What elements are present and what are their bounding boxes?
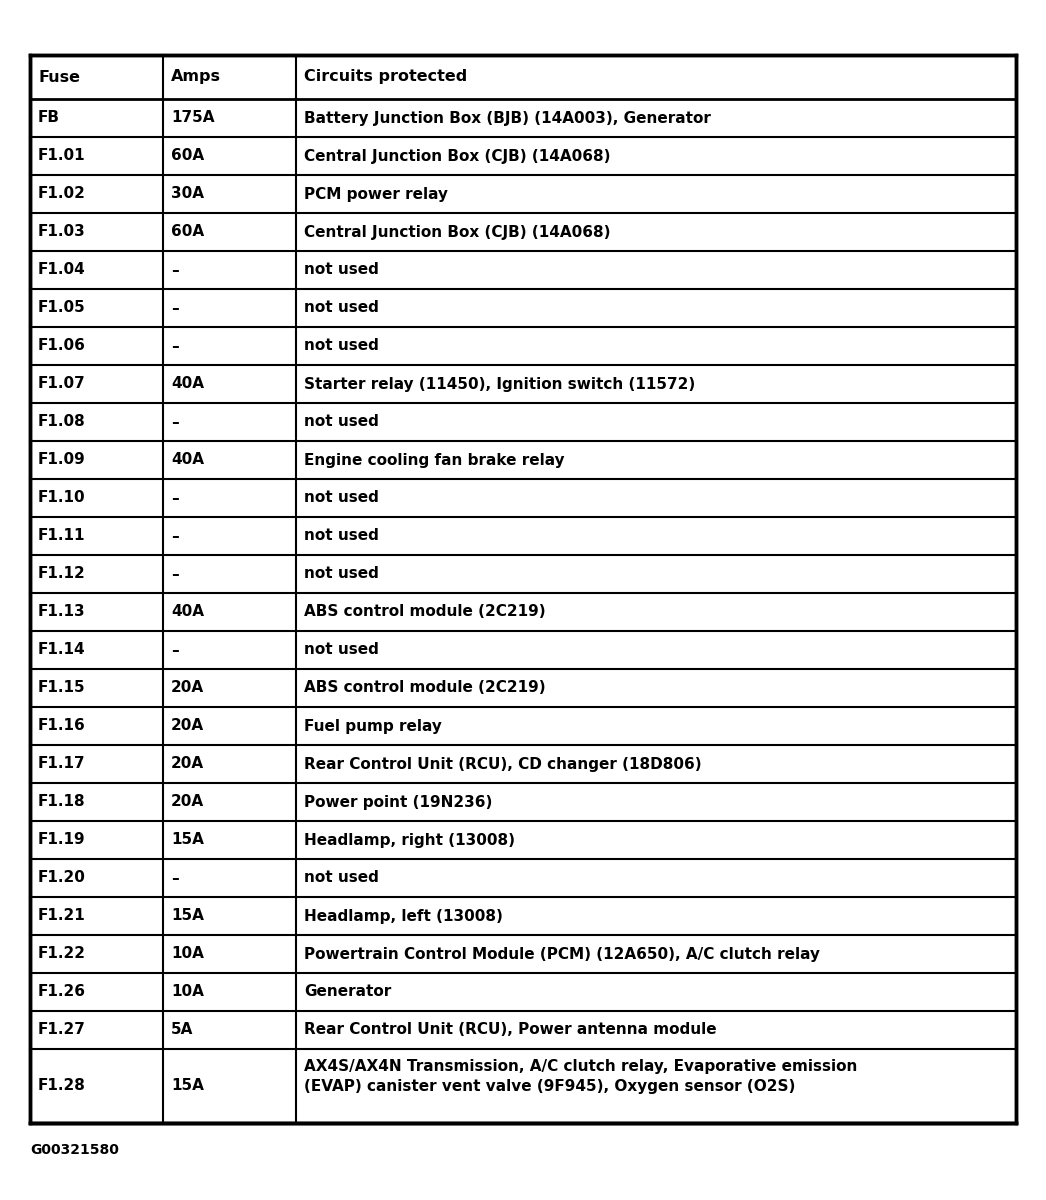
Text: Amps: Amps bbox=[170, 70, 221, 84]
Text: 175A: 175A bbox=[170, 110, 214, 126]
Text: –: – bbox=[170, 338, 179, 354]
Text: F1.04: F1.04 bbox=[38, 263, 86, 277]
Text: 15A: 15A bbox=[170, 908, 204, 924]
Text: not used: not used bbox=[304, 263, 379, 277]
Text: Headlamp, left (13008): Headlamp, left (13008) bbox=[304, 908, 503, 924]
Text: 40A: 40A bbox=[170, 605, 204, 619]
Text: F1.01: F1.01 bbox=[38, 149, 86, 163]
Text: F1.15: F1.15 bbox=[38, 680, 86, 696]
Text: AX4S/AX4N Transmission, A/C clutch relay, Evaporative emission
(EVAP) canister v: AX4S/AX4N Transmission, A/C clutch relay… bbox=[304, 1058, 858, 1094]
Text: F1.11: F1.11 bbox=[38, 528, 86, 544]
Text: not used: not used bbox=[304, 528, 379, 544]
Text: F1.05: F1.05 bbox=[38, 300, 86, 316]
Text: F1.19: F1.19 bbox=[38, 833, 86, 847]
Text: –: – bbox=[170, 528, 179, 544]
Text: –: – bbox=[170, 263, 179, 277]
Text: Battery Junction Box (BJB) (14A003), Generator: Battery Junction Box (BJB) (14A003), Gen… bbox=[304, 110, 711, 126]
Text: not used: not used bbox=[304, 491, 379, 505]
Text: F1.20: F1.20 bbox=[38, 870, 86, 886]
Text: F1.28: F1.28 bbox=[38, 1079, 86, 1093]
Text: Fuse: Fuse bbox=[38, 70, 79, 84]
Text: F1.16: F1.16 bbox=[38, 719, 86, 733]
Text: F1.07: F1.07 bbox=[38, 377, 86, 391]
Text: 10A: 10A bbox=[170, 947, 204, 961]
Text: –: – bbox=[170, 642, 179, 658]
Text: –: – bbox=[170, 870, 179, 886]
Text: Starter relay (11450), Ignition switch (11572): Starter relay (11450), Ignition switch (… bbox=[304, 377, 696, 391]
Text: F1.27: F1.27 bbox=[38, 1022, 86, 1038]
Text: 30A: 30A bbox=[170, 186, 204, 202]
Text: 40A: 40A bbox=[170, 452, 204, 468]
Text: 40A: 40A bbox=[170, 377, 204, 391]
Text: –: – bbox=[170, 491, 179, 505]
Text: F1.08: F1.08 bbox=[38, 414, 86, 430]
Text: 20A: 20A bbox=[170, 794, 204, 810]
Text: not used: not used bbox=[304, 870, 379, 886]
Text: –: – bbox=[170, 566, 179, 582]
Text: 15A: 15A bbox=[170, 1079, 204, 1093]
Text: Generator: Generator bbox=[304, 984, 391, 1000]
Text: Circuits protected: Circuits protected bbox=[304, 70, 468, 84]
Text: ABS control module (2C219): ABS control module (2C219) bbox=[304, 680, 546, 696]
Text: –: – bbox=[170, 414, 179, 430]
Text: FB: FB bbox=[38, 110, 60, 126]
Text: Rear Control Unit (RCU), CD changer (18D806): Rear Control Unit (RCU), CD changer (18D… bbox=[304, 756, 702, 772]
Text: Headlamp, right (13008): Headlamp, right (13008) bbox=[304, 833, 515, 847]
Text: 60A: 60A bbox=[170, 149, 204, 163]
Text: 20A: 20A bbox=[170, 719, 204, 733]
Text: not used: not used bbox=[304, 642, 379, 658]
Text: F1.10: F1.10 bbox=[38, 491, 86, 505]
Text: not used: not used bbox=[304, 300, 379, 316]
Text: F1.13: F1.13 bbox=[38, 605, 86, 619]
Text: 5A: 5A bbox=[170, 1022, 194, 1038]
Text: not used: not used bbox=[304, 338, 379, 354]
Text: G00321580: G00321580 bbox=[30, 1142, 119, 1157]
Text: Central Junction Box (CJB) (14A068): Central Junction Box (CJB) (14A068) bbox=[304, 224, 611, 240]
Text: Power point (19N236): Power point (19N236) bbox=[304, 794, 493, 810]
Text: F1.09: F1.09 bbox=[38, 452, 86, 468]
Text: Engine cooling fan brake relay: Engine cooling fan brake relay bbox=[304, 452, 565, 468]
Text: F1.26: F1.26 bbox=[38, 984, 86, 1000]
Text: F1.17: F1.17 bbox=[38, 756, 86, 772]
Text: not used: not used bbox=[304, 414, 379, 430]
Text: not used: not used bbox=[304, 566, 379, 582]
Text: ABS control module (2C219): ABS control module (2C219) bbox=[304, 605, 546, 619]
Text: F1.18: F1.18 bbox=[38, 794, 86, 810]
Text: 15A: 15A bbox=[170, 833, 204, 847]
Text: Central Junction Box (CJB) (14A068): Central Junction Box (CJB) (14A068) bbox=[304, 149, 611, 163]
Text: F1.12: F1.12 bbox=[38, 566, 86, 582]
Text: 20A: 20A bbox=[170, 756, 204, 772]
Text: F1.02: F1.02 bbox=[38, 186, 86, 202]
Text: F1.21: F1.21 bbox=[38, 908, 86, 924]
Text: Powertrain Control Module (PCM) (12A650), A/C clutch relay: Powertrain Control Module (PCM) (12A650)… bbox=[304, 947, 820, 961]
Text: PCM power relay: PCM power relay bbox=[304, 186, 448, 202]
Text: 10A: 10A bbox=[170, 984, 204, 1000]
Text: Rear Control Unit (RCU), Power antenna module: Rear Control Unit (RCU), Power antenna m… bbox=[304, 1022, 717, 1038]
Text: F1.06: F1.06 bbox=[38, 338, 86, 354]
Text: F1.14: F1.14 bbox=[38, 642, 86, 658]
Text: F1.22: F1.22 bbox=[38, 947, 86, 961]
Text: Fuel pump relay: Fuel pump relay bbox=[304, 719, 441, 733]
Text: 60A: 60A bbox=[170, 224, 204, 240]
Text: –: – bbox=[170, 300, 179, 316]
Text: F1.03: F1.03 bbox=[38, 224, 86, 240]
Bar bbox=[30, 55, 1016, 1123]
Text: 20A: 20A bbox=[170, 680, 204, 696]
